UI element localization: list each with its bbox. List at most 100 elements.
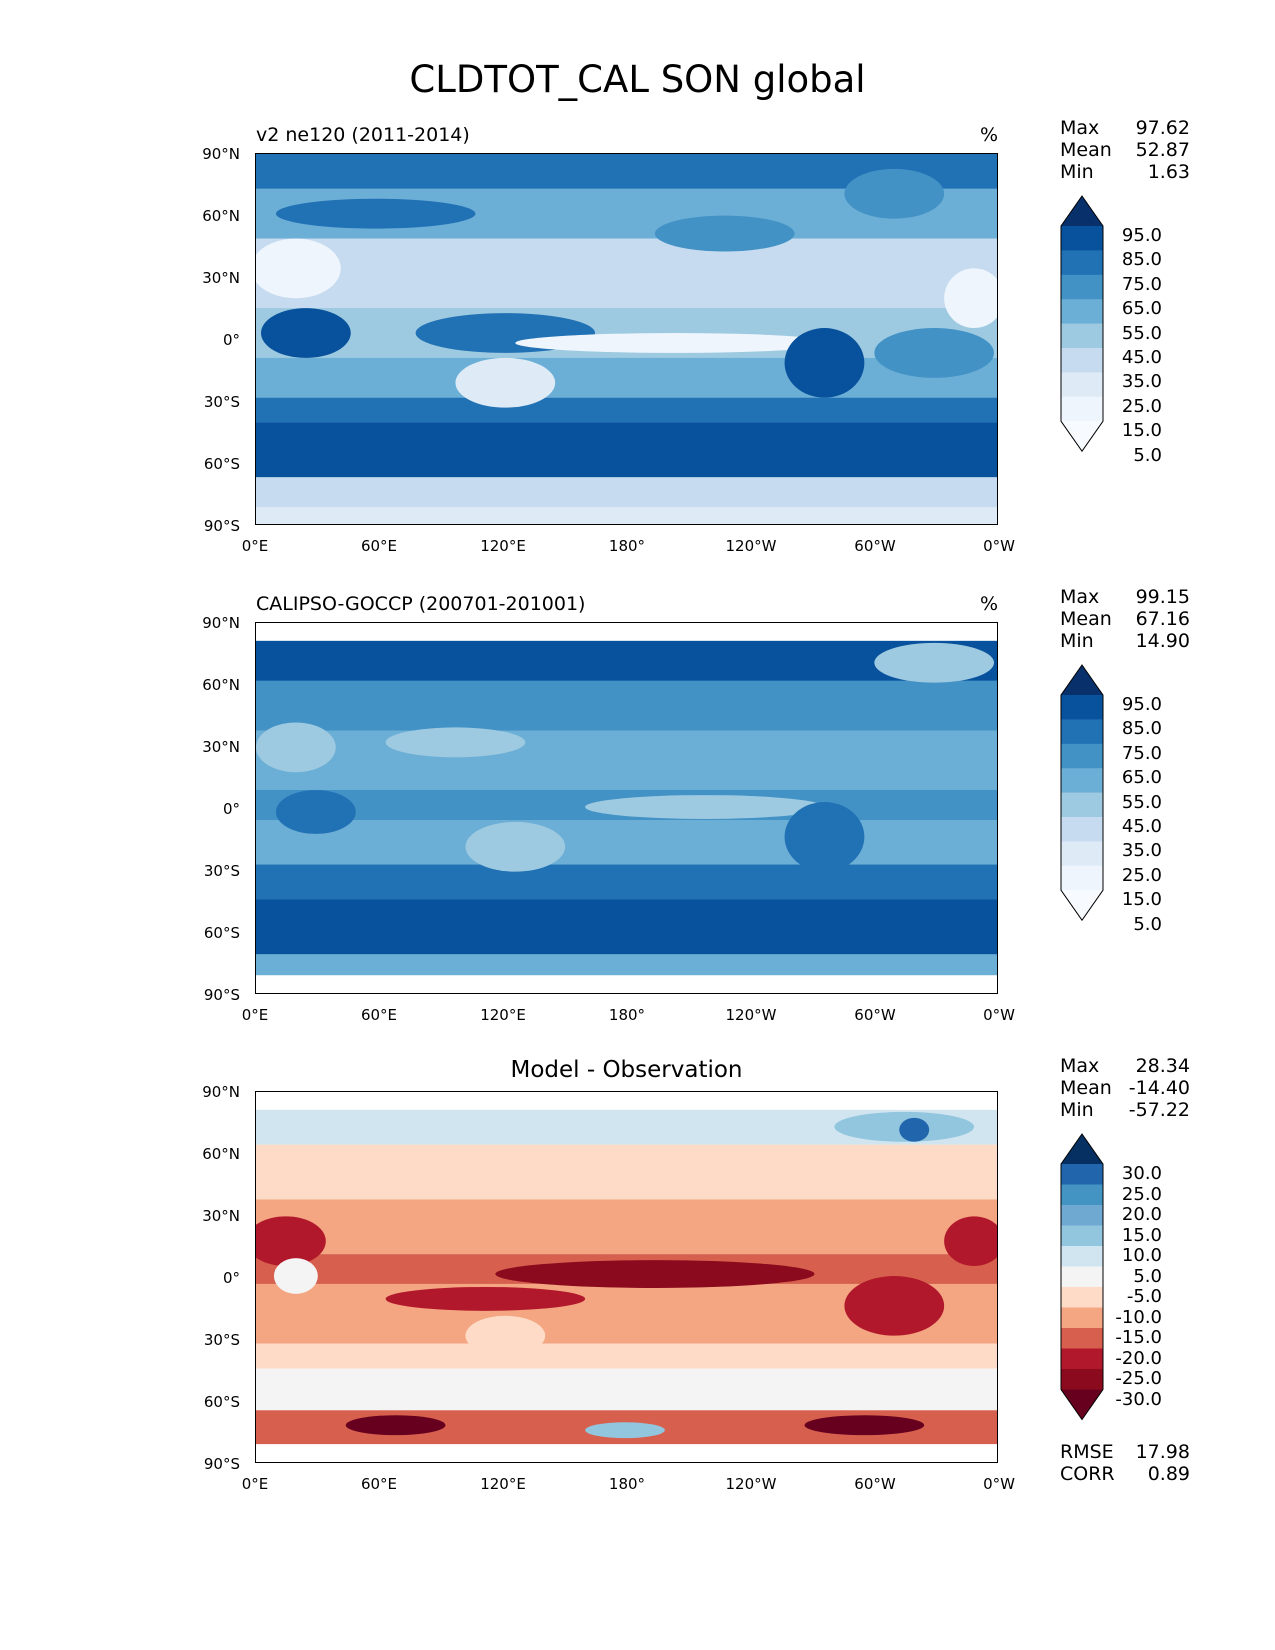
colorbar-swatch (1061, 1184, 1103, 1206)
stat-label: Mean (1060, 139, 1112, 161)
panel-1-xtick: 60°E (360, 537, 398, 555)
colorbar-swatch (1061, 1287, 1103, 1308)
panel-3-title: Model - Observation (510, 1057, 743, 1083)
panel-1-xtick: 60°W (854, 537, 896, 555)
colorbar-swatch (1061, 1205, 1103, 1226)
colorbar-tick-label: -25.0 (1115, 1368, 1162, 1389)
panel-2-title: CALIPSO-GOCCP (200701-201001) (256, 593, 586, 615)
panel-3-ytick: 60°S (203, 1393, 240, 1411)
panel-3-xtick: 0°W (983, 1475, 1015, 1493)
colorbar-extend-top (1061, 196, 1103, 226)
stat-value: 52.87 (1135, 139, 1190, 161)
colorbar-tick-label: 95.0 (1121, 694, 1162, 715)
stat-value: 97.62 (1135, 117, 1190, 139)
panel-1-ytick: 60°S (203, 455, 240, 473)
stat-value: 14.90 (1135, 630, 1190, 652)
panel-1-title: v2 ne120 (2011-2014) (256, 124, 470, 146)
panel-2-xtick: 60°E (360, 1006, 398, 1024)
stat-label: Mean (1060, 1077, 1112, 1099)
panel-3-xtick: 60°E (360, 1475, 398, 1493)
colorbar-tick-label: -10.0 (1115, 1306, 1162, 1328)
panel-2-xtick: 0°W (983, 1006, 1015, 1024)
colorbar-extend-bottom (1061, 890, 1103, 921)
colorbar-tick-label: 35.0 (1121, 371, 1162, 393)
panel-3-ytick: 30°N (202, 1207, 240, 1225)
stat-label: Min (1060, 1099, 1094, 1121)
stat-label: Min (1060, 630, 1094, 652)
colorbar-swatch (1061, 1369, 1103, 1390)
panel-1-ytick: 30°S (203, 393, 240, 411)
stat-value: -14.40 (1128, 1077, 1190, 1099)
panel-2-ytick: 60°S (203, 924, 240, 942)
panel-2-colorbar: 95.0 85.0 75.0 65.0 55.0 45.0 35.0 25.0 15.0 5.0 (1060, 664, 1162, 935)
metric-value: 17.98 (1135, 1441, 1190, 1463)
panel-2-xtick: 120°W (725, 1006, 777, 1024)
panel-2-ytick: 90°N (202, 614, 240, 632)
colorbar-tick-label: 65.0 (1121, 767, 1162, 789)
panel-3-map (255, 1091, 998, 1463)
colorbar-swatch (1061, 817, 1103, 842)
stat-value: 1.63 (1147, 161, 1190, 183)
panel-1-map (255, 153, 998, 525)
colorbar-tick-label: 5.0 (1133, 1265, 1162, 1287)
panel-2-xtick: 60°W (854, 1006, 896, 1024)
colorbar-swatch (1061, 695, 1103, 720)
colorbar-swatch (1061, 396, 1103, 422)
panel-3-ytick: 60°N (202, 1145, 240, 1163)
colorbar-tick-label: 15.0 (1121, 1224, 1162, 1246)
colorbar-tick-label: -15.0 (1115, 1327, 1162, 1348)
panel-3-xtick: 120°E (480, 1475, 526, 1493)
stat-value: 67.16 (1135, 608, 1190, 630)
colorbar-tick-label: 5.0 (1133, 913, 1162, 935)
panel-2-ytick: 60°N (202, 676, 240, 694)
colorbar-swatch (1061, 1225, 1103, 1247)
panel-1-xtick: 0°W (983, 537, 1015, 555)
colorbar-tick-label: 85.0 (1121, 718, 1162, 740)
colorbar-tick-label: 45.0 (1121, 347, 1162, 368)
colorbar-tick-label: 65.0 (1121, 298, 1162, 320)
panel-3-xtick: 0°E (241, 1475, 269, 1493)
colorbar-swatch (1061, 1266, 1103, 1288)
colorbar-swatch (1061, 323, 1103, 349)
colorbar-tick-label: 45.0 (1121, 816, 1162, 837)
panel-2-stats: Max 99.15 Mean 67.16 Min 14.90 (1060, 586, 1190, 652)
colorbar-tick-label: -30.0 (1115, 1388, 1162, 1410)
colorbar-extend-bottom (1061, 421, 1103, 452)
colorbar-swatch (1061, 792, 1103, 818)
colorbar-tick-label: 95.0 (1121, 225, 1162, 246)
figure-title: CLDTOT_CAL SON global (409, 58, 866, 101)
panel-2-ytick: 30°S (203, 862, 240, 880)
colorbar-tick-label: 25.0 (1121, 395, 1162, 417)
panel-2-xtick: 0°E (241, 1006, 269, 1024)
panel-1-stats: Max 97.62 Mean 52.87 Min 1.63 (1060, 117, 1190, 183)
panel-1-xtick: 0°E (241, 537, 269, 555)
colorbar-swatch (1061, 1348, 1103, 1370)
colorbar-swatch (1061, 743, 1103, 769)
panel-2-ytick: 90°S (203, 986, 240, 1004)
panel-1-ytick: 30°N (202, 269, 240, 287)
colorbar-swatch (1061, 348, 1103, 373)
colorbar-swatch (1061, 1246, 1103, 1267)
panel-3-stats: Max 28.34 Mean -14.40 Min -57.22 (1060, 1055, 1190, 1121)
panel-1-xtick: 180° (608, 537, 646, 555)
colorbar-outline (1060, 1133, 1104, 1421)
colorbar-swatch (1061, 274, 1103, 300)
colorbar-swatch (1061, 1328, 1103, 1349)
panel-3-xtick: 120°W (725, 1475, 777, 1493)
colorbar-swatch (1061, 226, 1103, 251)
metric-label: CORR (1060, 1463, 1115, 1485)
colorbar-swatch (1061, 250, 1103, 276)
panel-3-ytick: 30°S (203, 1331, 240, 1349)
colorbar-tick-label: -20.0 (1115, 1347, 1162, 1369)
metric-value: 0.89 (1147, 1463, 1190, 1485)
colorbar-tick-label: 55.0 (1121, 322, 1162, 344)
stat-value: 28.34 (1135, 1055, 1190, 1077)
colorbar-swatch (1061, 719, 1103, 745)
panel-3-xtick: 60°W (854, 1475, 896, 1493)
stat-value: -57.22 (1128, 1099, 1190, 1121)
colorbar-outline (1060, 664, 1104, 922)
panel-3-colorbar: 30.0 25.0 20.0 15.0 10.0 5.0 -5.0 -10.0 -15.0 -20… (1060, 1133, 1162, 1421)
panel-3-ytick: 90°S (203, 1455, 240, 1473)
panel-3-ytick: 90°N (202, 1083, 240, 1101)
panel-3-xtick: 180° (608, 1475, 646, 1493)
